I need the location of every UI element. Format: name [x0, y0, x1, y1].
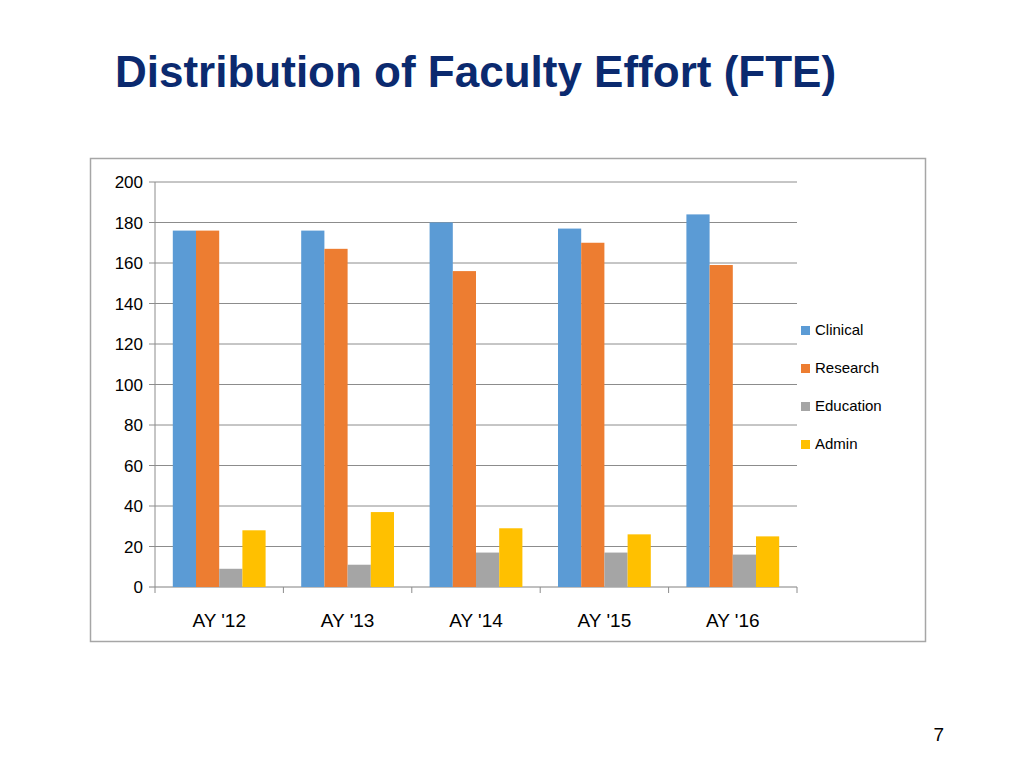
y-tick-label: 120 — [115, 335, 143, 354]
bar — [476, 553, 499, 587]
legend-swatch — [801, 326, 810, 335]
x-tick — [797, 587, 798, 593]
slide: Distribution of Faculty Effort (FTE) 0 20 4… — [0, 0, 1024, 768]
y-tick-label: 0 — [134, 578, 143, 597]
y-axis — [155, 182, 156, 587]
x-tick — [155, 587, 156, 593]
bar — [348, 565, 371, 587]
x-tick-label: AY '16 — [706, 610, 760, 631]
bar — [604, 553, 627, 587]
bar — [430, 223, 453, 588]
bar — [371, 512, 394, 587]
y-tick-label: 140 — [115, 295, 143, 314]
bar — [581, 243, 604, 587]
bar — [499, 528, 522, 587]
legend-label: Research — [815, 359, 879, 376]
bar — [710, 265, 733, 587]
bars — [173, 214, 779, 587]
bar — [324, 249, 347, 587]
legend-label: Clinical — [815, 321, 863, 338]
bar — [686, 214, 709, 587]
legend-swatch — [801, 402, 810, 411]
x-tick-label: AY '14 — [449, 610, 503, 631]
bar — [453, 271, 476, 587]
legend-swatch — [801, 364, 810, 373]
x-tick — [668, 587, 669, 593]
bar — [733, 555, 756, 587]
y-tick-label: 100 — [115, 376, 143, 395]
bar — [756, 536, 779, 587]
bar — [196, 231, 219, 587]
legend-swatch — [801, 440, 810, 449]
y-tick-label: 180 — [115, 214, 143, 233]
y-tick-label: 60 — [124, 457, 143, 476]
slide-number: 7 — [933, 724, 944, 745]
bar — [301, 231, 324, 587]
grid-line — [149, 182, 797, 183]
bar — [242, 530, 265, 587]
x-tick — [283, 587, 284, 593]
legend-label: Admin — [815, 435, 858, 452]
x-tick-label: AY '15 — [578, 610, 632, 631]
y-tick-label: 200 — [115, 173, 143, 192]
x-tick-label: AY '13 — [321, 610, 375, 631]
x-tick-label: AY '12 — [192, 610, 246, 631]
bar — [628, 534, 651, 587]
legend-label: Education — [815, 397, 882, 414]
y-tick-label: 80 — [124, 416, 143, 435]
bar — [219, 569, 242, 587]
chart-frame — [91, 159, 926, 642]
bar — [558, 229, 581, 587]
title: Distribution of Faculty Effort (FTE) — [115, 47, 836, 96]
y-tick-label: 20 — [124, 538, 143, 557]
x-tick — [540, 587, 541, 593]
bar — [173, 231, 196, 587]
y-tick-label: 160 — [115, 254, 143, 273]
x-tick — [411, 587, 412, 593]
y-tick-label: 40 — [124, 497, 143, 516]
